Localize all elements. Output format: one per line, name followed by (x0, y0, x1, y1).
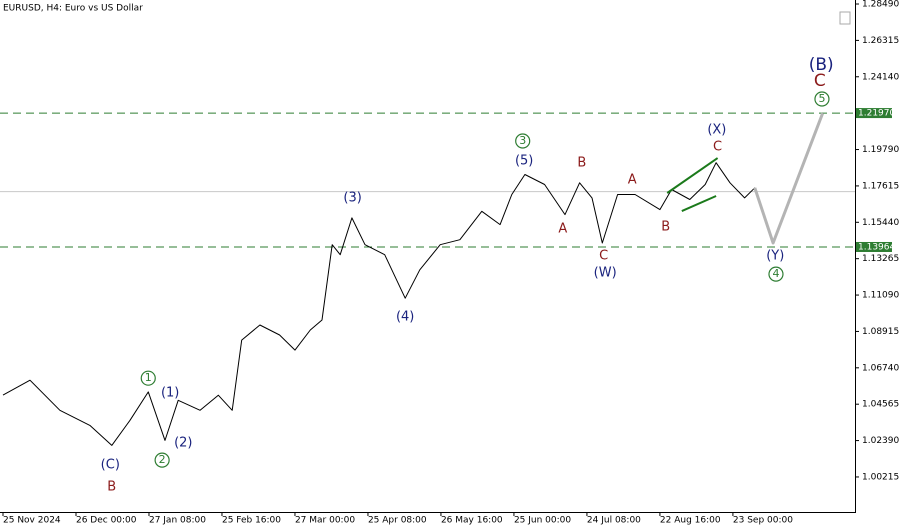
x-tick-label: 27 Mar 00:00 (295, 516, 355, 526)
wave-label: (1) (161, 386, 179, 401)
wave-circle (814, 91, 830, 107)
wave-label: A (628, 172, 637, 187)
wave-circle (140, 370, 156, 386)
trend-line (666, 157, 719, 194)
y-tick-label: 1.24140 (862, 72, 899, 82)
wave-label: (C) (101, 458, 120, 473)
wave-label: A (558, 222, 567, 237)
wave-label: (Y) (766, 249, 784, 264)
wave-label: C (713, 140, 722, 155)
x-tick-label: 25 Nov 2024 (3, 516, 61, 526)
wave-label: 2 (159, 453, 166, 466)
y-tick-label: 1.17615 (862, 181, 899, 191)
chart-title: EURUSD, H4: Euro vs US Dollar (3, 4, 143, 14)
wave-label: 1 (145, 371, 152, 384)
wave-label: 3 (519, 134, 526, 147)
wave-circle (154, 452, 170, 468)
wave-circle (515, 133, 531, 149)
x-tick-label: 23 Sep 00:00 (733, 516, 793, 526)
x-tick-label: 25 Feb 16:00 (222, 516, 281, 526)
price-line (2, 162, 756, 446)
trend-line (681, 195, 717, 213)
wave-label: (X) (707, 122, 726, 137)
y-tick-label: 1.04565 (862, 400, 899, 410)
wave-label: B (107, 480, 116, 495)
wave-label: (B) (809, 55, 834, 75)
x-tick-label: 25 Apr 08:00 (368, 516, 427, 526)
wave-label: (4) (396, 310, 414, 325)
wave-circle (768, 266, 784, 282)
y-tick-label: 1.28490 (862, 0, 899, 10)
wave-label: B (577, 156, 586, 171)
forecast-line (753, 112, 825, 245)
wave-label: (2) (174, 436, 192, 451)
wave-label: B (661, 220, 670, 235)
y-tick-label: 1.13265 (862, 254, 899, 264)
wave-label: C (599, 249, 608, 264)
y-tick-label: 1.02390 (862, 436, 899, 446)
level-label: 1.13964 (858, 242, 895, 252)
wave-label: C (814, 71, 826, 91)
y-tick-label: 1.15440 (862, 218, 899, 228)
y-tick-label: 1.26315 (862, 36, 899, 46)
x-tick-label: 22 Aug 16:00 (660, 516, 721, 526)
y-tick-label: 1.11090 (862, 291, 899, 301)
x-tick-label: 26 May 16:00 (441, 516, 503, 526)
x-tick-label: 27 Jan 08:00 (149, 516, 206, 526)
level-label-box (856, 241, 892, 252)
wave-label: (5) (515, 154, 533, 169)
level-label-box (856, 108, 892, 119)
wave-label: 5 (818, 92, 825, 105)
x-tick-label: 25 Jun 00:00 (514, 516, 571, 526)
y-tick-label: 1.00215 (862, 472, 899, 482)
wave-label: 4 (772, 267, 779, 280)
y-tick-label: 1.06740 (862, 363, 899, 373)
x-tick-label: 26 Dec 00:00 (76, 516, 137, 526)
wave-label: (W) (594, 266, 617, 281)
window-icon (839, 11, 851, 25)
y-tick-label: 1.19790 (862, 145, 899, 155)
x-tick-label: 24 Jul 08:00 (587, 516, 641, 526)
wave-label: (3) (343, 191, 361, 206)
level-label: 1.21970 (858, 109, 895, 119)
y-tick-label: 1.08915 (862, 327, 899, 337)
